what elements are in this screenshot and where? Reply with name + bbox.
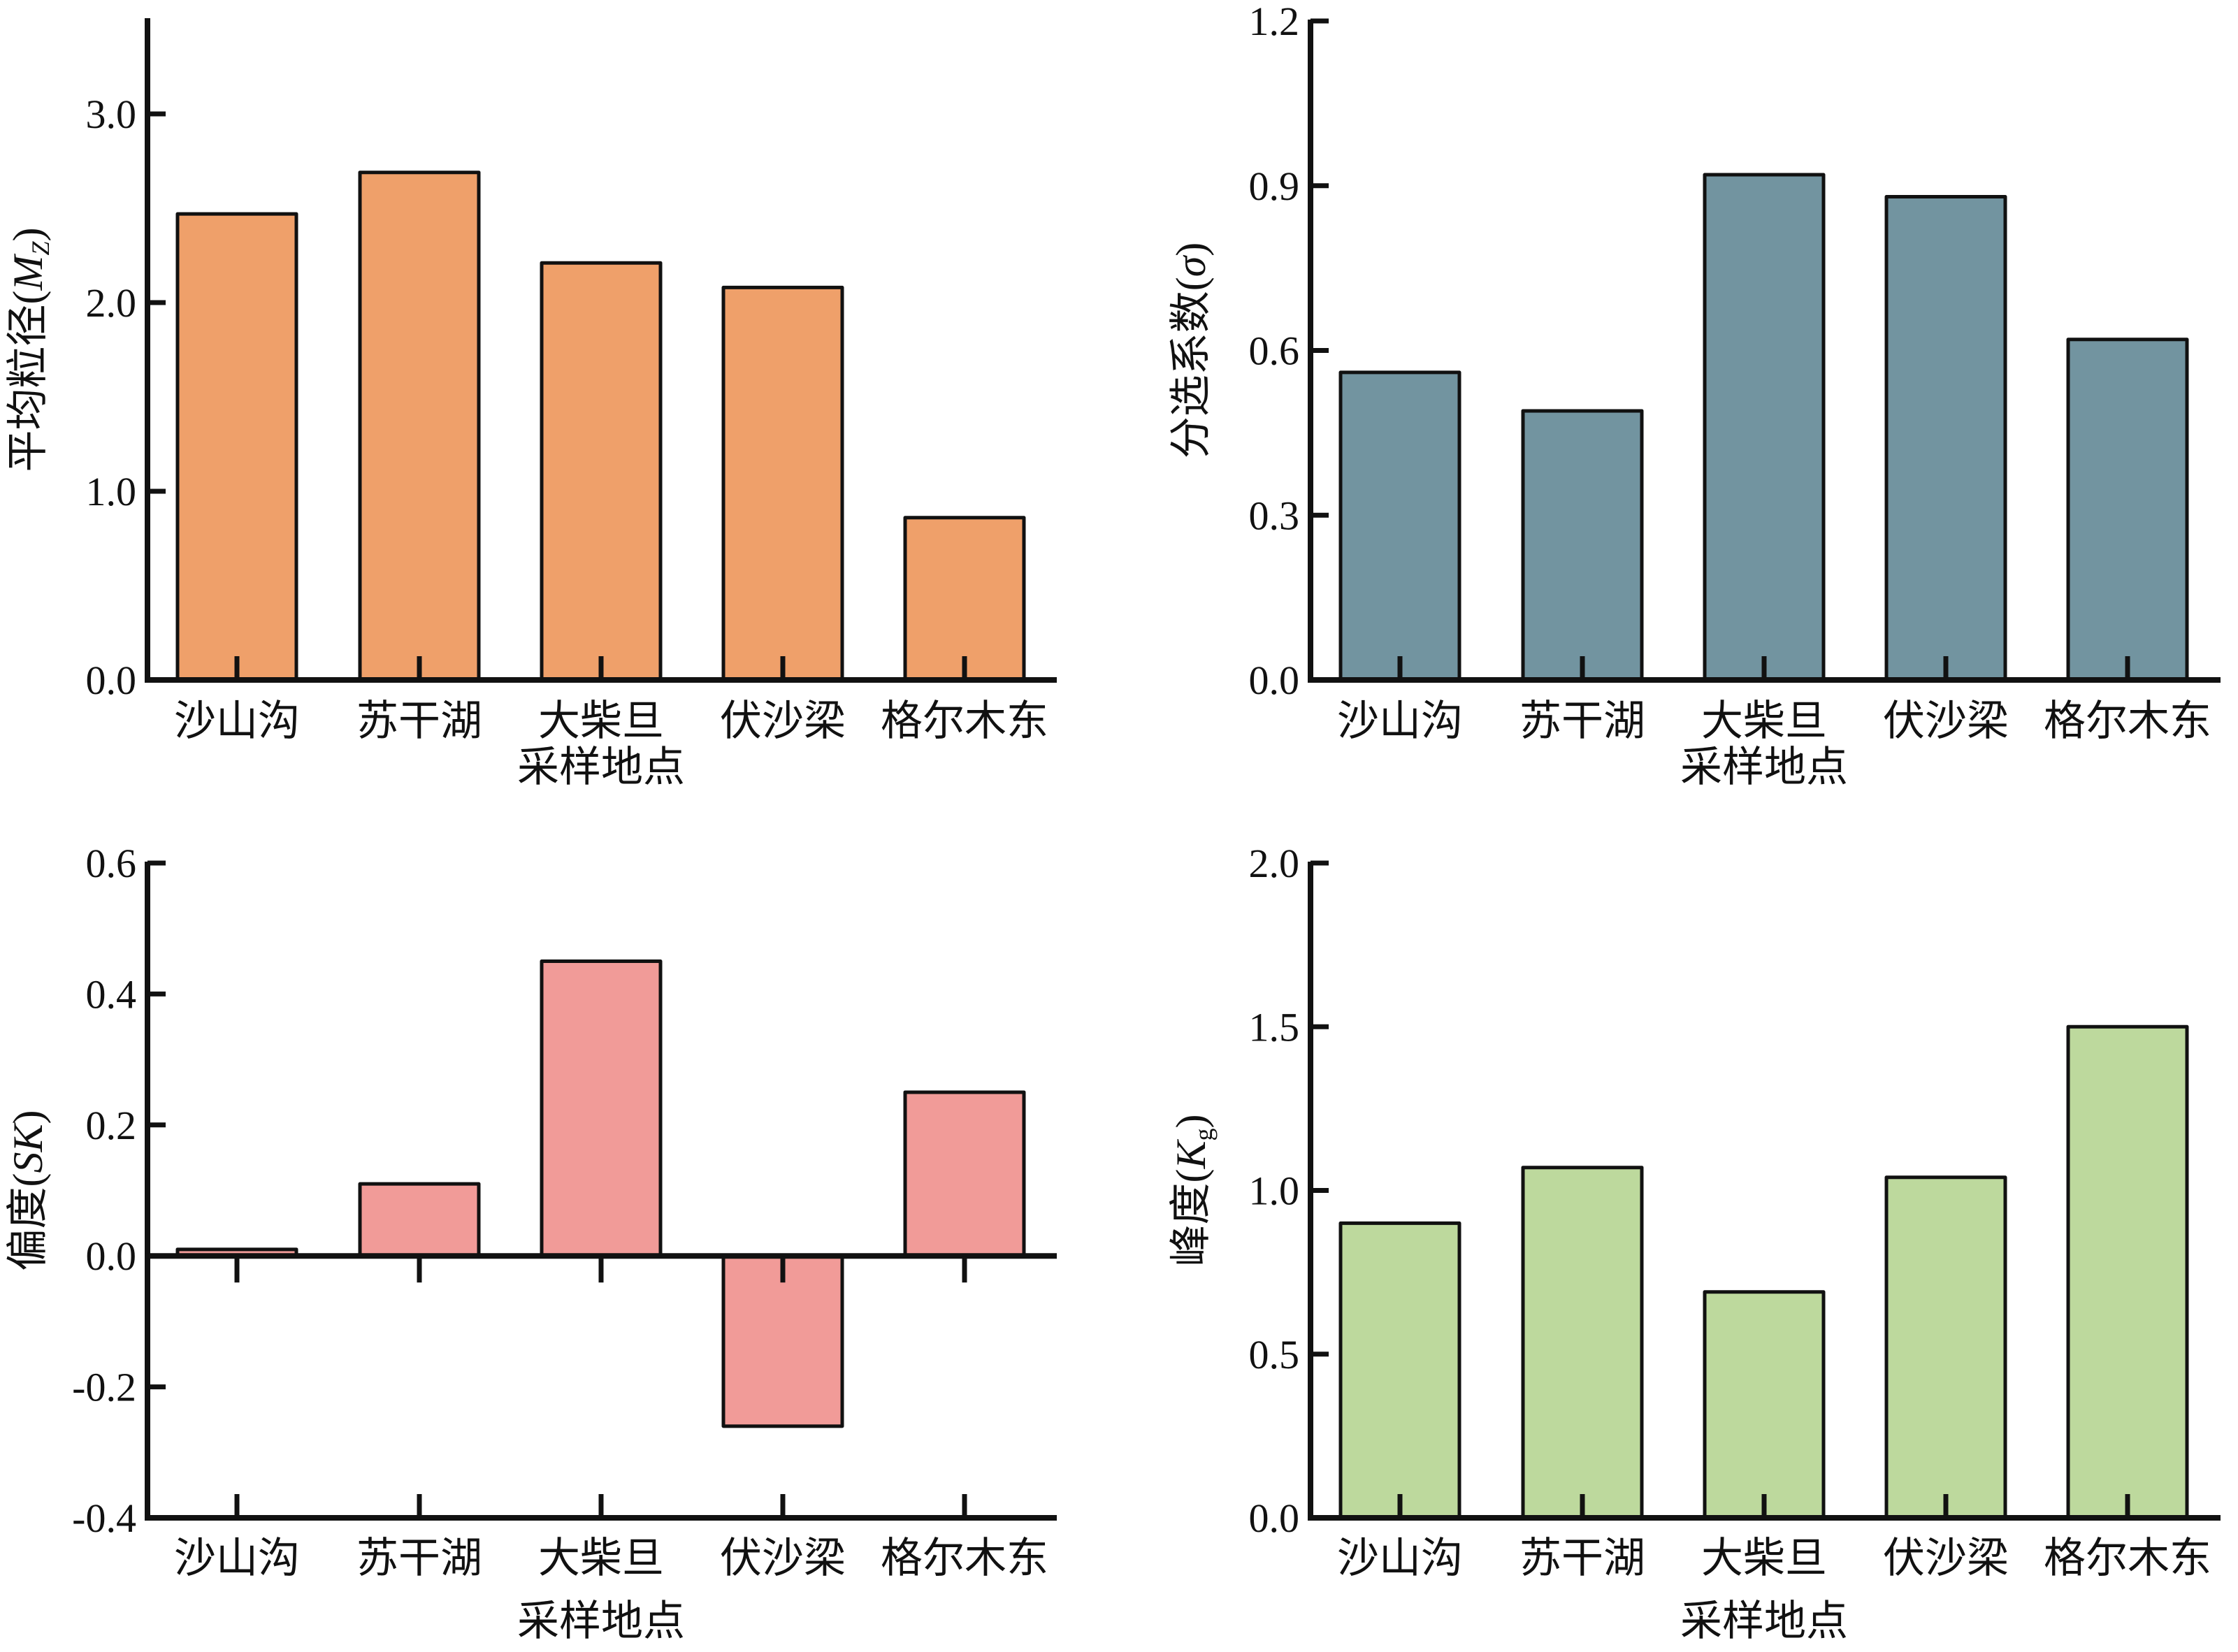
x-category-label: 格尔木东 [881,1535,1048,1581]
x-category-label: 苏干湖 [1519,1535,1645,1581]
y-tick-label: 1.2 [1249,0,1300,44]
panel-skewness: -0.4 -0.2 0.0 0.2 0.4 0.6 沙山沟 苏干湖 大柴旦 伏沙梁 格尔木东采样地点… [5,841,1057,1644]
bar-5 [2066,338,2189,682]
x-category-label: 苏干湖 [1519,698,1645,744]
x-axis-title: 采样地点 [1680,744,1848,790]
y-tick-label: 1.0 [86,469,137,514]
x-category-label: 格尔木东 [2044,1535,2211,1581]
y-tick-label: 0.9 [1249,164,1300,209]
y-axis-title: 峰度(Kg) [1168,1115,1218,1267]
y-axis-title: 偏度(SK) [5,1110,51,1271]
bar-3 [540,959,663,1258]
y-axis-title-main: 分选系数( [1168,277,1214,458]
x-axis-title: 采样地点 [1680,1598,1848,1644]
y-axis-title-close: ) [1168,1115,1214,1129]
y-tick-label: 2.0 [1249,841,1300,886]
y-tick-label: 0.0 [86,1233,137,1279]
x-category-label: 伏沙梁 [1883,698,2009,744]
bar-5 [2066,1024,2189,1520]
bar-4 [721,285,844,682]
bar-3 [1703,1290,1826,1520]
x-category-label: 伏沙梁 [720,698,846,744]
y-tick-label: 0.2 [86,1103,137,1148]
x-category-label: 伏沙梁 [1883,1535,2009,1581]
x-category-label: 大柴旦 [1701,1535,1827,1581]
x-axis-title: 采样地点 [517,744,685,790]
bar-5 [903,516,1026,682]
y-tick-label: 0.6 [1249,328,1300,374]
y-tick-label: 0.4 [86,971,137,1017]
x-category-label: 苏干湖 [356,1535,482,1581]
y-tick-label: 2.0 [86,280,137,326]
x-category-label: 伏沙梁 [720,1535,846,1581]
y-axis-title-variable: M [5,254,51,291]
bar-1 [175,212,298,682]
x-category-label: 大柴旦 [1701,698,1827,744]
y-axis-title-variable: SK [5,1122,51,1173]
y-axis-title-variable: σ [1168,254,1214,277]
bar-2 [1521,409,1644,682]
x-category-label: 格尔木东 [2044,698,2211,744]
bar-3 [540,261,663,682]
x-category-label: 沙山沟 [1337,698,1463,744]
y-axis-title-subscript: Z [27,241,55,256]
y-axis-title-main: 平均粒径( [5,291,51,472]
y-axis-title-close: ) [5,228,51,242]
bar-4 [1884,1175,2007,1520]
y-tick-label: 0.0 [1249,658,1300,703]
y-axis-title: 分选系数(σ) [1168,242,1214,459]
y-axis-title-subscript: g [1190,1128,1218,1140]
bar-4 [721,1254,844,1428]
bar-4 [1884,194,2007,682]
x-category-label: 沙山沟 [1337,1535,1463,1581]
y-axis-title-close: ) [5,1110,51,1124]
x-category-label: 苏干湖 [356,698,482,744]
y-tick-label: 0.0 [86,658,137,703]
bar-1 [1338,1221,1461,1520]
y-tick-label: 0.0 [1249,1495,1300,1541]
y-axis-title-variable: K [1168,1139,1214,1170]
x-category-label: 大柴旦 [538,698,664,744]
x-category-label: 大柴旦 [538,1535,664,1581]
bar-2 [358,171,481,682]
bar-2 [1521,1166,1644,1520]
y-axis-title-close: ) [1168,242,1214,256]
bar-1 [1338,370,1461,682]
y-tick-label: 0.3 [1249,493,1300,538]
x-category-label: 沙山沟 [174,1535,300,1581]
bar-5 [903,1090,1026,1258]
y-axis-title: 平均粒径(MZ) [5,228,55,472]
y-axis-title-main: 偏度( [5,1173,51,1271]
x-category-label: 沙山沟 [174,698,300,744]
bar-3 [1703,173,1826,682]
y-tick-label: 1.5 [1249,1004,1300,1050]
y-tick-label: 3.0 [86,92,137,137]
x-axis-title: 采样地点 [517,1598,685,1644]
y-tick-label: 1.0 [1249,1168,1300,1214]
y-tick-label: -0.4 [72,1495,136,1541]
x-category-label: 格尔木东 [881,698,1048,744]
y-tick-label: -0.2 [72,1365,136,1410]
bar-2 [358,1182,481,1258]
y-tick-label: 0.6 [86,841,137,886]
y-axis-title-main: 峰度( [1168,1169,1214,1267]
y-tick-label: 0.5 [1249,1332,1300,1377]
